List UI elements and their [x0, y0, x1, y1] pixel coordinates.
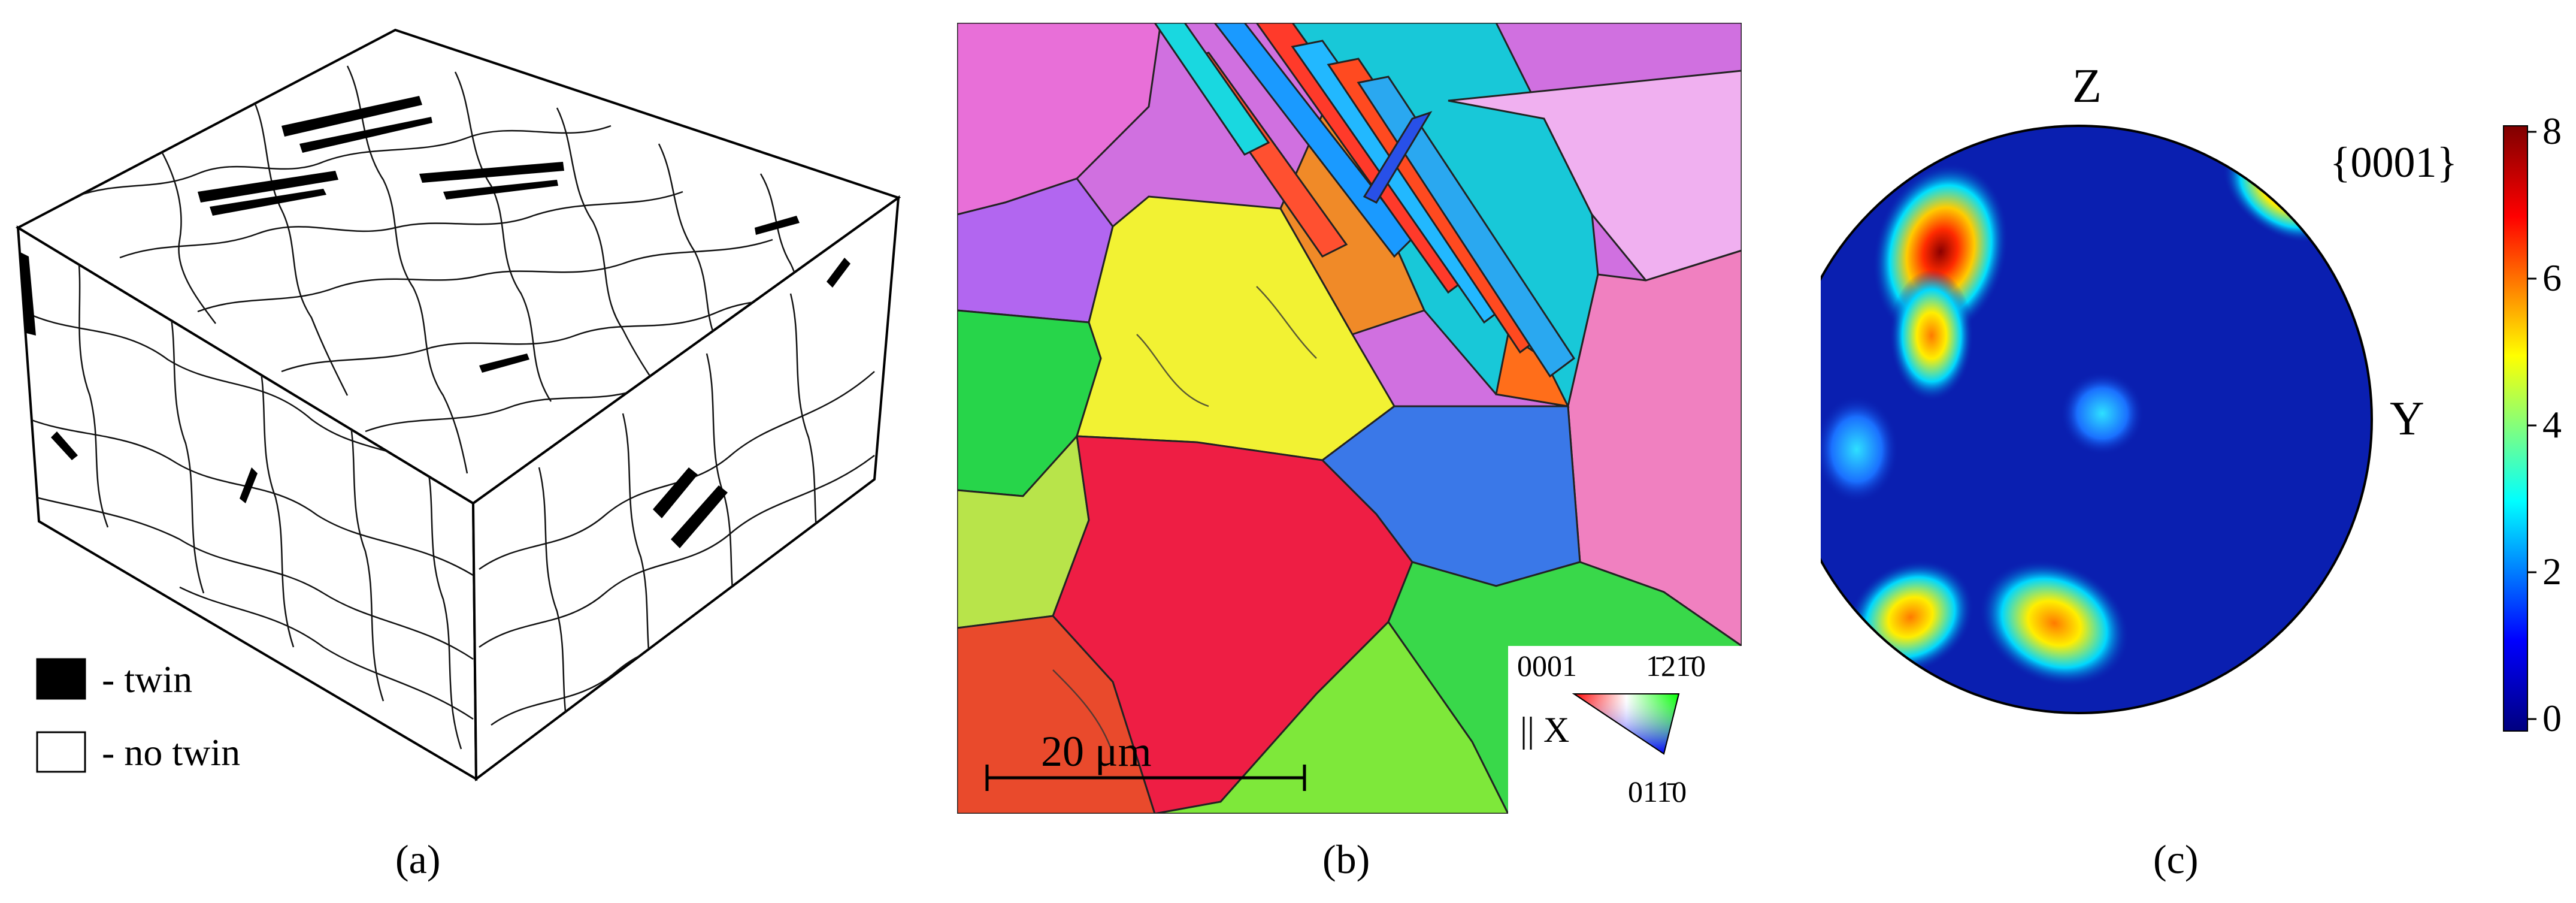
twin-lamellae — [19, 96, 850, 548]
colorbar-tick-4: 4 — [2542, 403, 2562, 446]
scale-bar-label: 20 μm — [1041, 727, 1152, 775]
ipf-key-corner-01-10: 011̄0 — [1628, 775, 1687, 808]
ipf-color-key: 0001 1̄21̄0 || X 011̄0 — [1508, 646, 1742, 814]
legend-twin-swatch — [36, 658, 86, 700]
panel-c-label: (c) — [2153, 836, 2199, 882]
left-grain-boundaries — [23, 251, 474, 750]
colorbar-tick-8: 8 — [2542, 110, 2562, 152]
twin-bands — [1154, 23, 1576, 378]
panel-a: - twin - no twin (a) — [0, 0, 934, 903]
colorbar-tick-2: 2 — [2542, 550, 2562, 593]
legend-no-twin-swatch — [36, 731, 86, 773]
plane-label: {0001} — [2330, 138, 2457, 186]
pole-figure: Z Y {0001} 0 2 4 6 8 — [1821, 60, 2562, 739]
legend-twin-label: - twin — [102, 658, 192, 700]
ipf-key-axis: || X — [1520, 710, 1569, 750]
ipf-key-corner-0001: 0001 — [1517, 649, 1577, 682]
legend-a: - twin - no twin — [36, 658, 240, 774]
panel-a-label: (a) — [395, 836, 441, 882]
panel-c: Z Y {0001} 0 2 4 6 8 (c) — [1821, 0, 2576, 903]
colorbar-tick-0: 0 — [2542, 697, 2562, 739]
pole-figure-outline — [1821, 125, 2373, 714]
scale-bar: 20 μm — [985, 727, 1306, 791]
microstructure-3d-box: - twin - no twin — [15, 28, 901, 781]
low-angle-boundaries — [1052, 286, 1317, 754]
colorbar: 0 2 4 6 8 — [2503, 110, 2562, 739]
ipf-key-corner-12-10: 1̄21̄0 — [1646, 649, 1706, 682]
panel-b-label: (b) — [1322, 836, 1370, 882]
colorbar-tick-6: 6 — [2542, 256, 2562, 299]
axis-y-label: Y — [2390, 392, 2424, 445]
axis-z-label: Z — [2072, 60, 2102, 113]
ebsd-ipf-map: 20 μm 0001 1̄21̄0 || X 011̄0 — [957, 23, 1742, 814]
legend-no-twin-label: - no twin — [102, 731, 240, 774]
colorbar-gradient — [2503, 125, 2528, 732]
panel-b: 20 μm 0001 1̄21̄0 || X 011̄0 (b) — [957, 23, 1742, 903]
